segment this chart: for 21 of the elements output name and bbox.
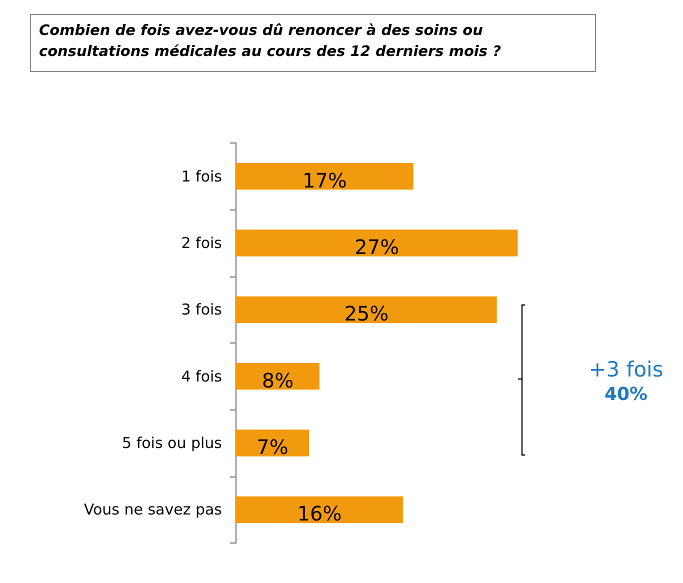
y-tick-label: 3 fois <box>181 300 222 319</box>
y-tick-label: 5 fois ou plus <box>122 434 222 452</box>
data-label: 17% <box>302 168 347 192</box>
bar <box>236 296 497 323</box>
y-tick-label: 4 fois <box>181 367 222 386</box>
bar <box>236 430 310 456</box>
text: 40% <box>604 384 648 405</box>
bar <box>236 230 518 256</box>
y-tick-label: 2 fois <box>181 234 222 252</box>
data-label: 8% <box>262 368 294 392</box>
data-label: 25% <box>344 302 389 326</box>
text: +3 fois <box>588 358 664 382</box>
data-label: 7% <box>256 435 288 459</box>
data-label: 16% <box>297 502 342 526</box>
data-label: 27% <box>354 235 400 259</box>
chart-title: Combien de fois avez-vous dû renoncer à des soins ou consultations médicales au cours des 12 derniers mois ? <box>30 14 596 72</box>
bar <box>236 496 403 523</box>
bar <box>236 363 320 390</box>
y-tick-label: 1 fois <box>181 167 222 186</box>
bar <box>236 163 414 190</box>
y-tick-label: Vous ne savez pas <box>84 500 222 519</box>
